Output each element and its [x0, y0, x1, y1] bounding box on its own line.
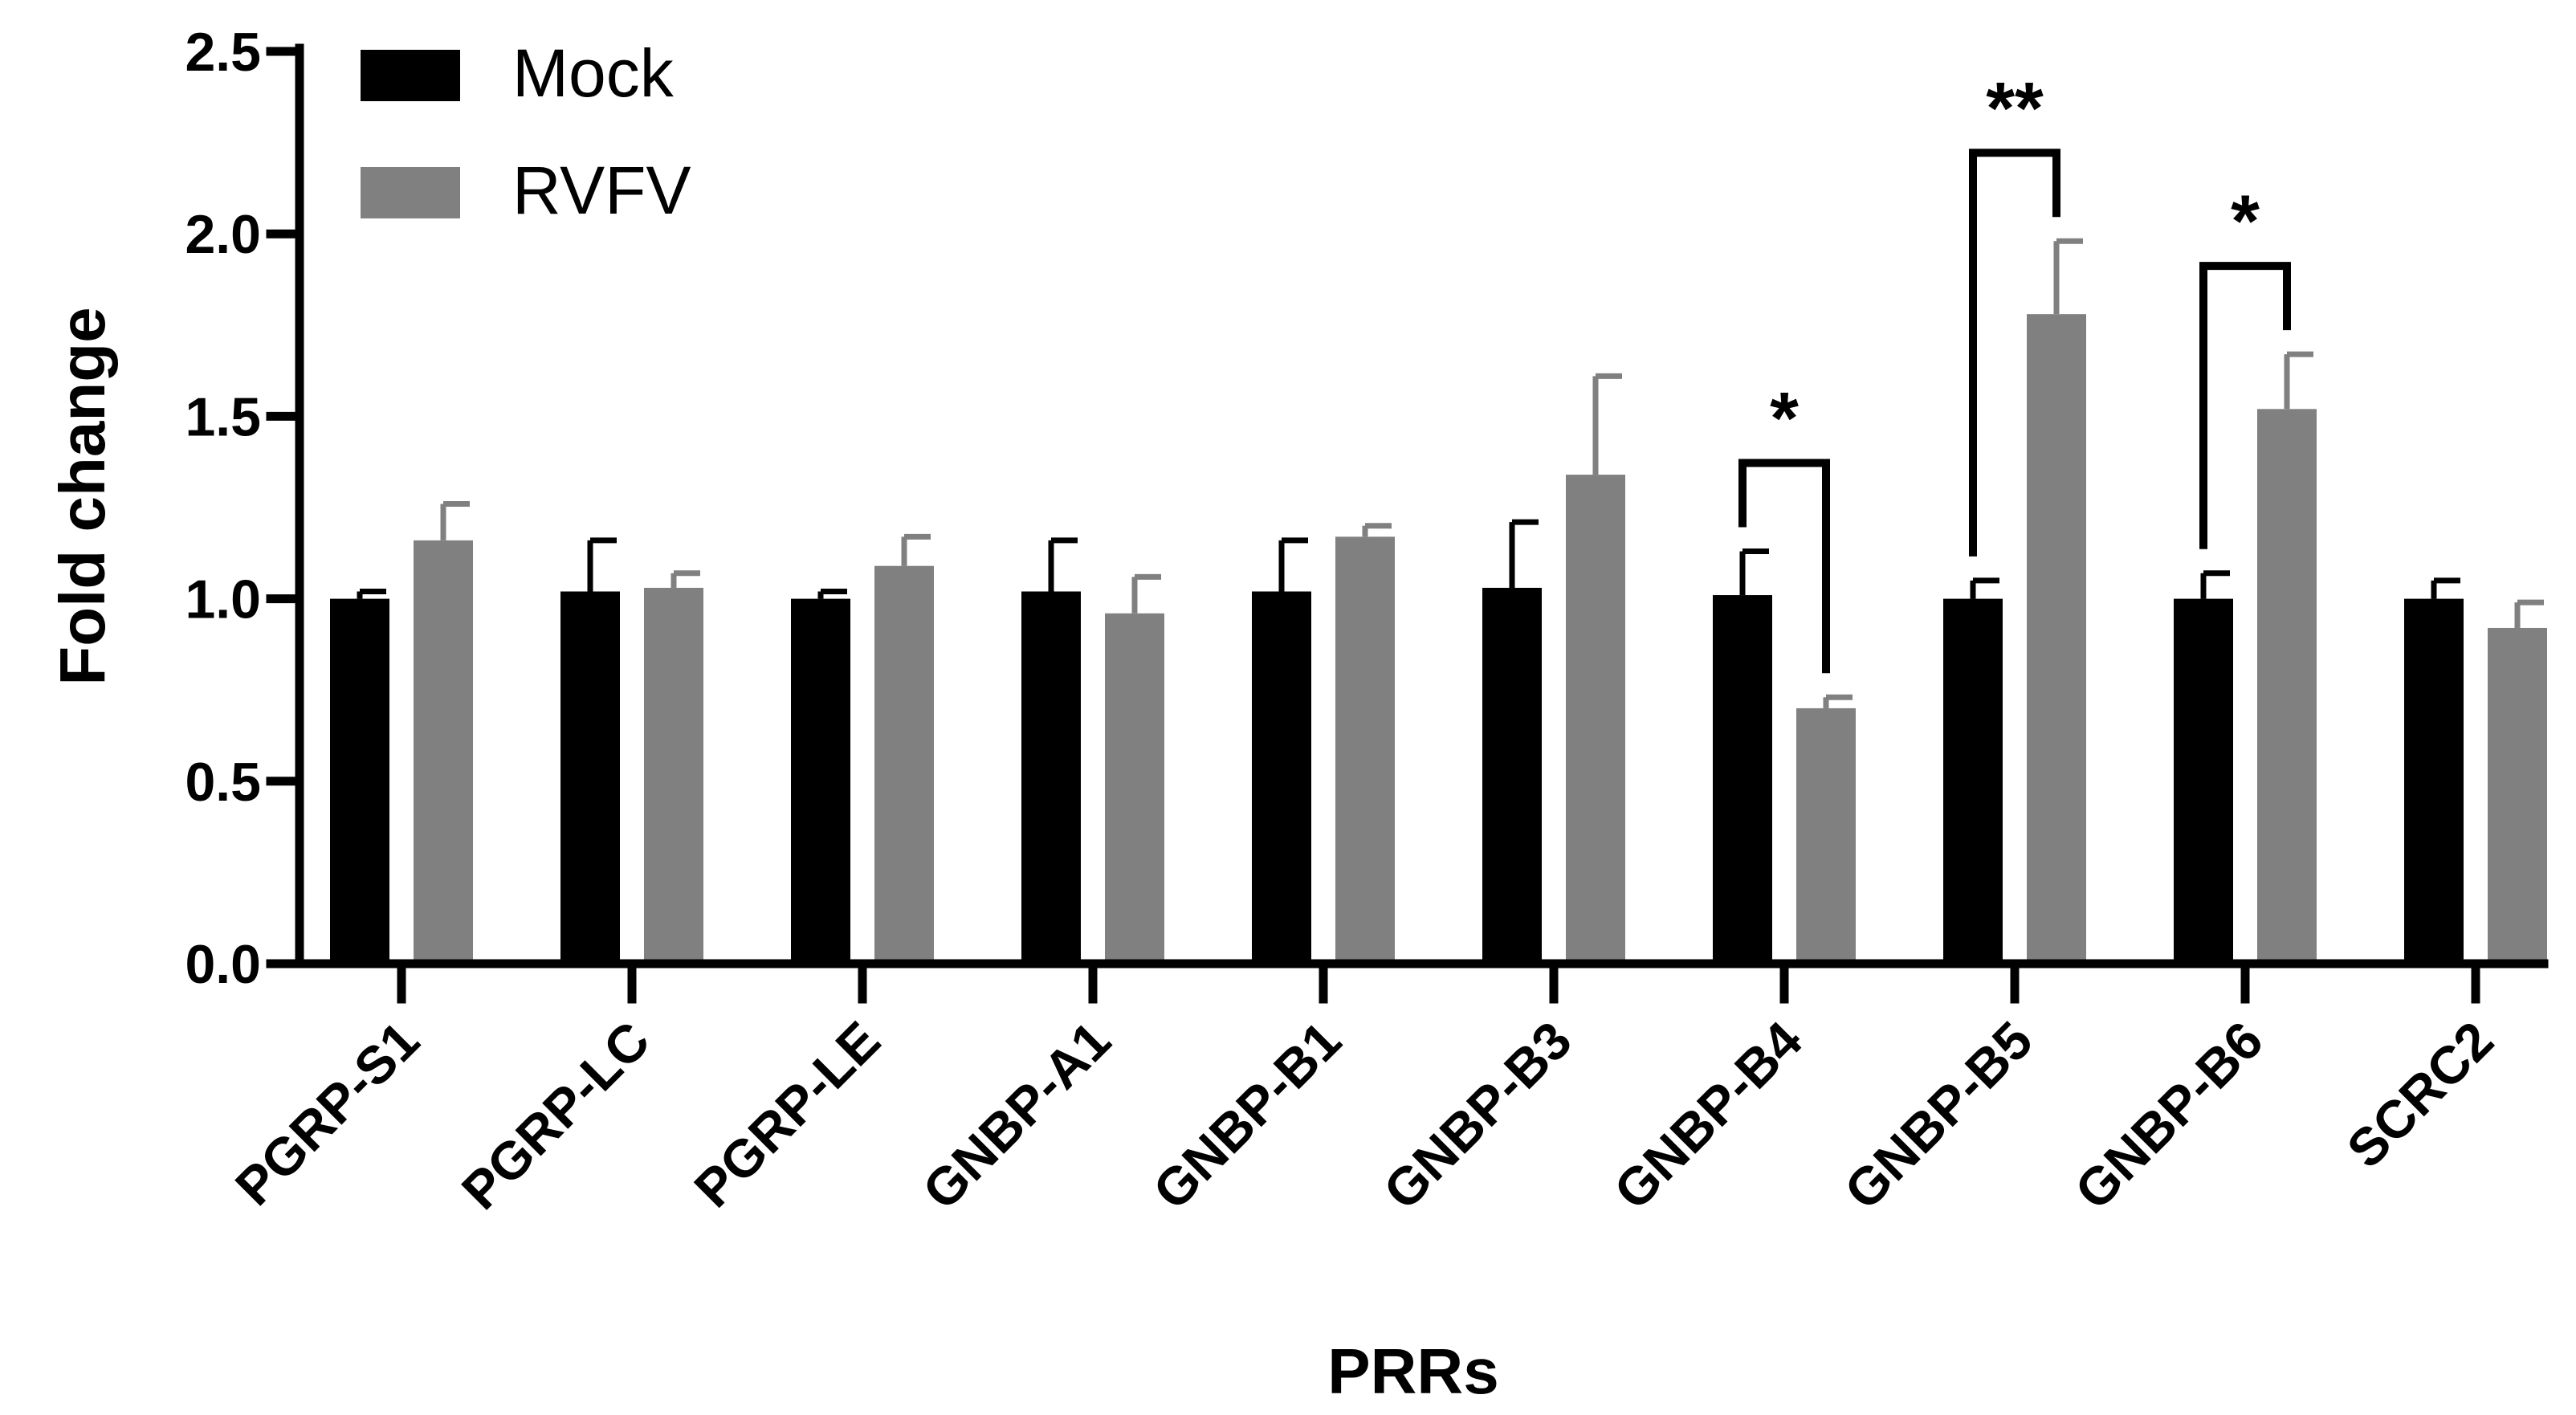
y-tick-label: 1.5: [185, 386, 261, 447]
x-axis-title: PRRs: [1327, 1335, 1498, 1407]
x-tick-label-gnbp-a1: GNBP-A1: [911, 1010, 1122, 1221]
bar-mock-gnbp-a1: [1021, 591, 1081, 964]
significance-label-gnbp-b4: *: [1770, 378, 1799, 460]
x-tick-label-gnbp-b6: GNBP-B6: [2064, 1010, 2274, 1221]
bar-rvfv-gnbp-a1: [1105, 613, 1164, 964]
y-tick-label: 0.0: [185, 934, 261, 995]
legend-label-mock: Mock: [512, 35, 675, 111]
bar-rvfv-pgrp-le: [874, 565, 934, 964]
bar-mock-gnbp-b4: [1713, 595, 1772, 964]
x-tick-label-scrc2: SCRC2: [2335, 1010, 2505, 1180]
x-tick-label-gnbp-b1: GNBP-B1: [1142, 1010, 1352, 1221]
bar-mock-gnbp-b3: [1482, 587, 1542, 964]
x-tick-label-pgrp-lc: PGRP-LC: [450, 1010, 661, 1221]
x-tick-label-pgrp-le: PGRP-LE: [683, 1010, 891, 1219]
significance-label-gnbp-b6: *: [2231, 181, 2260, 263]
bar-rvfv-scrc2: [2488, 627, 2547, 964]
bar-rvfv-pgrp-s1: [414, 540, 473, 964]
x-tick-label-gnbp-b3: GNBP-B3: [1372, 1010, 1583, 1221]
significance-label-gnbp-b5: **: [1986, 67, 2044, 149]
bars-layer: [330, 314, 2547, 964]
bar-rvfv-gnbp-b6: [2257, 409, 2317, 964]
bar-rvfv-gnbp-b3: [1566, 475, 1625, 964]
significance-layer: ****: [1738, 67, 2291, 674]
x-tick-label-gnbp-b4: GNBP-B4: [1603, 1009, 1814, 1221]
y-tick-label: 0.5: [185, 752, 261, 813]
legend: Mock RVFV: [361, 35, 691, 228]
legend-label-rvfv: RVFV: [512, 153, 691, 228]
y-tick-label: 2.5: [185, 22, 261, 83]
x-tick-label-gnbp-b5: GNBP-B5: [1833, 1010, 2044, 1221]
significance-bracket-gnbp-b6: [2199, 262, 2291, 549]
y-axis-title: Fold change: [47, 307, 118, 685]
legend-swatch-rvfv: [361, 167, 460, 218]
bar-rvfv-gnbp-b1: [1335, 536, 1395, 964]
bar-mock-pgrp-lc: [560, 591, 620, 964]
bar-mock-gnbp-b1: [1252, 591, 1311, 964]
bar-mock-pgrp-s1: [330, 598, 389, 964]
y-tick-label: 2.0: [185, 204, 261, 265]
bar-rvfv-gnbp-b4: [1796, 708, 1856, 964]
legend-swatch-mock: [361, 50, 460, 101]
significance-bracket-gnbp-b5: [1969, 149, 2060, 557]
bar-rvfv-pgrp-lc: [644, 587, 703, 964]
bar-mock-scrc2: [2404, 598, 2464, 964]
significance-bracket-gnbp-b4: [1738, 459, 1830, 674]
bar-mock-gnbp-b5: [1943, 598, 2003, 964]
bar-rvfv-gnbp-b5: [2027, 314, 2086, 964]
bar-mock-gnbp-b6: [2174, 598, 2233, 964]
bar-mock-pgrp-le: [791, 598, 850, 964]
error-bars-layer: [357, 238, 2544, 708]
x-tick-label-pgrp-s1: PGRP-S1: [224, 1010, 430, 1217]
y-tick-label: 1.0: [185, 569, 261, 630]
